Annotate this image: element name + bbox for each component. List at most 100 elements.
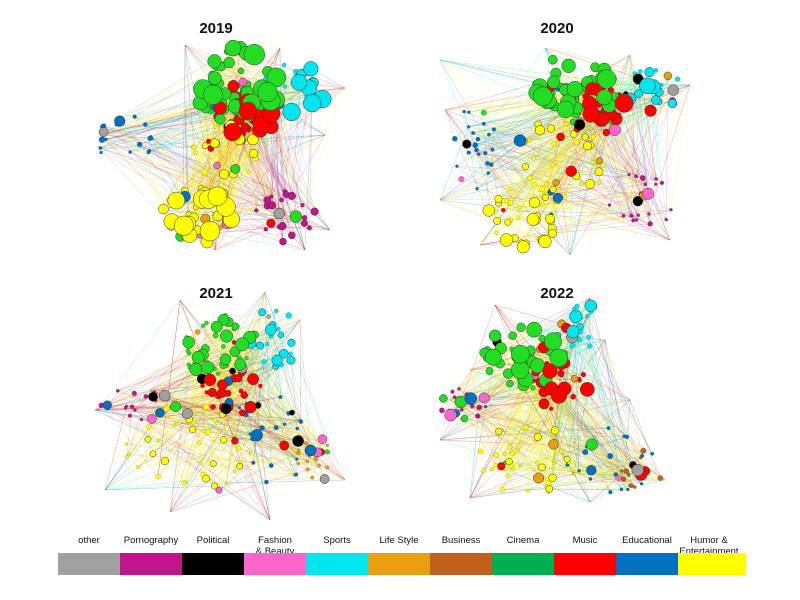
network-node xyxy=(300,203,305,208)
network-node xyxy=(444,408,457,422)
network-node xyxy=(221,344,226,349)
legend-label-5: Life Style xyxy=(379,535,419,546)
network-node xyxy=(227,80,240,92)
network-node xyxy=(286,355,296,365)
network-node xyxy=(215,371,220,376)
network-node xyxy=(639,77,656,95)
network-node xyxy=(149,450,157,458)
network-node xyxy=(439,407,445,414)
network-2019 xyxy=(98,39,346,251)
network-node xyxy=(488,329,502,342)
network-2019-nodes xyxy=(98,39,332,249)
network-node xyxy=(191,350,205,364)
network-node xyxy=(538,185,546,192)
legend-label-7: Cinema xyxy=(506,535,540,546)
network-node xyxy=(200,383,205,388)
network-node xyxy=(585,438,598,451)
network-node xyxy=(278,222,287,231)
network-node xyxy=(548,228,558,238)
network-node xyxy=(573,139,580,146)
network-node xyxy=(493,452,499,458)
network-node xyxy=(285,312,292,319)
network-node xyxy=(458,176,465,183)
network-node xyxy=(557,369,565,377)
network-node xyxy=(191,144,197,150)
network-node xyxy=(579,382,595,397)
legend-swatch-4 xyxy=(306,553,368,575)
network-node xyxy=(172,423,176,427)
network-node xyxy=(127,413,132,418)
network-node xyxy=(570,374,579,383)
network-2020-nodes xyxy=(452,54,681,254)
network-node xyxy=(624,434,630,439)
network-node xyxy=(587,343,593,349)
network-node xyxy=(654,182,658,186)
network-node xyxy=(220,403,232,415)
network-node xyxy=(460,414,469,423)
network-node xyxy=(572,472,577,476)
network-node xyxy=(540,202,546,207)
network-node xyxy=(552,458,556,462)
network-node xyxy=(288,231,296,240)
network-node xyxy=(295,426,299,431)
network-node xyxy=(212,332,219,339)
network-node xyxy=(494,230,499,235)
network-node xyxy=(549,348,569,368)
network-node xyxy=(467,125,471,129)
network-node xyxy=(631,218,636,223)
network-node xyxy=(642,187,655,200)
network-node xyxy=(144,436,152,443)
network-node xyxy=(209,460,217,468)
network-node xyxy=(556,100,575,118)
network-node xyxy=(651,95,661,105)
network-node xyxy=(502,451,507,456)
network-node xyxy=(450,389,455,394)
network-node xyxy=(219,353,232,365)
network-node xyxy=(538,235,552,249)
network-node xyxy=(533,440,537,444)
network-node xyxy=(532,86,553,107)
network-node xyxy=(526,321,542,338)
network-node xyxy=(533,472,545,484)
network-node xyxy=(232,469,237,474)
network-node xyxy=(158,203,169,215)
network-node xyxy=(531,155,536,161)
network-node xyxy=(266,67,287,88)
network-node xyxy=(545,213,555,224)
network-node xyxy=(619,487,624,492)
network-node xyxy=(201,142,209,150)
legend-label-3: Fashion & Beauty xyxy=(255,535,295,557)
network-node xyxy=(174,420,178,424)
network-node xyxy=(263,196,272,204)
network-node xyxy=(521,163,529,171)
network-node xyxy=(193,150,198,156)
network-node xyxy=(647,212,651,216)
network-node xyxy=(274,308,279,313)
network-node xyxy=(495,427,503,435)
network-node xyxy=(588,477,593,481)
network-node xyxy=(282,84,288,89)
network-node xyxy=(542,363,558,379)
network-node xyxy=(124,442,129,446)
legend-label-1: Pornography xyxy=(123,535,179,546)
network-node xyxy=(501,207,506,213)
network-node xyxy=(247,133,259,146)
network-node xyxy=(197,440,202,445)
network-2021-nodes xyxy=(98,308,331,494)
network-node xyxy=(256,341,265,350)
network-node xyxy=(674,76,681,82)
network-node xyxy=(634,218,639,222)
network-node xyxy=(282,422,287,426)
network-node xyxy=(188,425,197,434)
network-node xyxy=(487,132,491,137)
network-node xyxy=(650,451,655,456)
network-node xyxy=(317,434,328,444)
network-node xyxy=(516,215,521,220)
network-node xyxy=(549,406,554,411)
network-node xyxy=(203,373,217,386)
network-node xyxy=(305,467,310,472)
network-node xyxy=(664,217,668,222)
panel-title-2022: 2022 xyxy=(540,285,574,302)
network-node xyxy=(507,186,513,192)
network-node xyxy=(114,115,126,127)
